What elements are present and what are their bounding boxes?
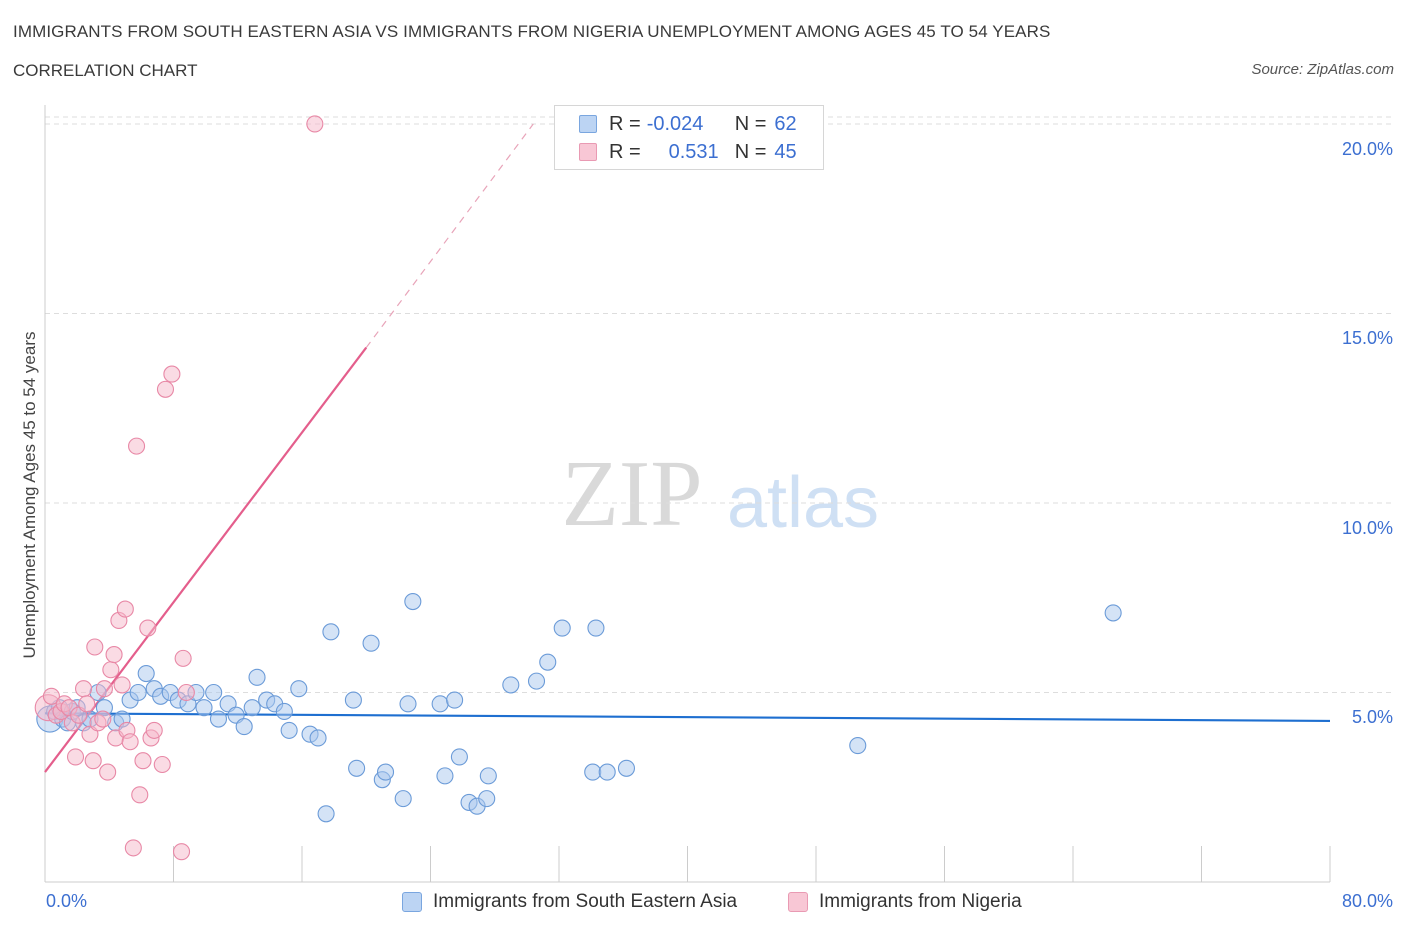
nigeria-point bbox=[163, 365, 181, 383]
nigeria-point bbox=[172, 843, 191, 861]
sea-point bbox=[436, 767, 454, 785]
nigeria-point bbox=[145, 721, 163, 739]
nigeria-point bbox=[116, 600, 134, 618]
sea-point bbox=[446, 691, 464, 709]
sea-point bbox=[399, 695, 417, 713]
sea-point bbox=[849, 737, 867, 755]
sea-point bbox=[479, 767, 497, 785]
nigeria-point bbox=[95, 680, 113, 698]
sea-point bbox=[431, 695, 449, 713]
sea-point bbox=[362, 634, 380, 652]
bottom-legend-swatch-pink bbox=[788, 892, 808, 912]
nigeria-point bbox=[131, 786, 149, 804]
nigeria-point bbox=[124, 839, 142, 857]
nigeria-point bbox=[66, 748, 85, 766]
nigeria-point bbox=[105, 646, 123, 664]
sea-point bbox=[598, 763, 616, 781]
sea-point bbox=[527, 672, 546, 690]
y-tick-label: 5.0% bbox=[1351, 707, 1393, 728]
sea-point bbox=[348, 759, 366, 777]
x-tick-label-max: 80.0% bbox=[1341, 891, 1393, 911]
sea-point bbox=[248, 668, 266, 686]
nigeria-point bbox=[174, 649, 192, 667]
legend-r-label: R = bbox=[609, 112, 641, 135]
sea-point bbox=[617, 759, 636, 777]
correlation-legend: R = -0.024 N = 62 R = 0.531 N = 45 bbox=[554, 105, 824, 170]
nigeria-point bbox=[94, 710, 112, 728]
legend-swatch-blue bbox=[579, 115, 597, 133]
y-tick-label: 10.0% bbox=[1341, 517, 1393, 538]
sea-point bbox=[280, 721, 298, 739]
nigeria-point bbox=[86, 638, 104, 656]
nigeria-point bbox=[153, 755, 171, 774]
sea-trend-line bbox=[44, 712, 1331, 723]
sea-point bbox=[450, 748, 468, 766]
chart-subtitle: CORRELATION CHART bbox=[13, 61, 198, 80]
nigeria-point bbox=[113, 676, 131, 694]
sea-point bbox=[376, 763, 395, 781]
legend-row-pink: R = 0.531 N = 45 bbox=[579, 140, 797, 164]
legend-row-blue: R = -0.024 N = 62 bbox=[579, 112, 797, 136]
sea-point bbox=[404, 592, 422, 611]
sea-point bbox=[243, 699, 261, 717]
sea-point bbox=[344, 691, 362, 709]
sea-point bbox=[195, 699, 213, 717]
nigeria-point bbox=[177, 683, 195, 702]
sea-point bbox=[309, 729, 327, 747]
sea-point bbox=[137, 664, 155, 683]
nigeria-trend-extension bbox=[365, 123, 534, 348]
sea-point bbox=[502, 676, 520, 694]
bottom-legend-label-pink: Immigrants from Nigeria bbox=[819, 891, 1022, 912]
nigeria-trend-line bbox=[44, 346, 368, 773]
sea-point bbox=[317, 805, 335, 823]
watermark-zip: ZIP bbox=[562, 442, 703, 546]
sea-point bbox=[553, 619, 571, 637]
nigeria-point bbox=[84, 752, 102, 770]
bottom-legend-item-blue: Immigrants from South Eastern Asia bbox=[402, 889, 737, 915]
sea-point bbox=[275, 702, 293, 720]
legend-n-value: 62 bbox=[774, 112, 797, 135]
bottom-legend-item-pink: Immigrants from Nigeria bbox=[788, 889, 1022, 915]
nigeria-point bbox=[128, 437, 146, 455]
bottom-legend-swatch-blue bbox=[402, 892, 422, 912]
sea-point bbox=[584, 763, 602, 781]
legend-r-label: R = bbox=[609, 140, 641, 163]
nigeria-point bbox=[75, 680, 93, 698]
y-tick-label: 20.0% bbox=[1341, 138, 1393, 159]
legend-n-label: N = bbox=[734, 140, 767, 163]
source-label: Source: ZipAtlas.com bbox=[1251, 61, 1394, 78]
sea-point bbox=[129, 683, 147, 702]
sea-point bbox=[205, 683, 223, 702]
nigeria-point bbox=[156, 380, 175, 398]
sea-point bbox=[235, 718, 253, 736]
sea-point bbox=[1104, 604, 1122, 622]
nigeria-point bbox=[306, 115, 324, 133]
legend-swatch-pink bbox=[579, 143, 597, 161]
legend-n-value: 45 bbox=[774, 140, 797, 163]
nigeria-point bbox=[121, 733, 139, 751]
nigeria-point bbox=[99, 763, 117, 781]
sea-point bbox=[322, 623, 340, 641]
nigeria-point bbox=[139, 619, 157, 637]
sea-point bbox=[394, 790, 412, 808]
legend-r-value: 0.531 bbox=[668, 140, 719, 163]
sea-point bbox=[539, 653, 557, 671]
sea-point bbox=[209, 710, 228, 728]
sea-point bbox=[587, 619, 605, 637]
nigeria-point bbox=[134, 752, 152, 770]
y-tick-label: 15.0% bbox=[1341, 328, 1393, 349]
sea-point bbox=[478, 790, 496, 808]
legend-n-label: N = bbox=[734, 112, 767, 135]
sea-point bbox=[290, 680, 308, 698]
chart-title: IMMIGRANTS FROM SOUTH EASTERN ASIA VS IM… bbox=[13, 22, 1051, 41]
nigeria-point bbox=[102, 661, 120, 679]
legend-r-value: -0.024 bbox=[646, 112, 704, 135]
bottom-legend-label-blue: Immigrants from South Eastern Asia bbox=[433, 891, 738, 912]
x-tick-label-min: 0.0% bbox=[46, 891, 88, 911]
nigeria-point bbox=[78, 695, 96, 713]
nigeria-point bbox=[42, 687, 60, 705]
